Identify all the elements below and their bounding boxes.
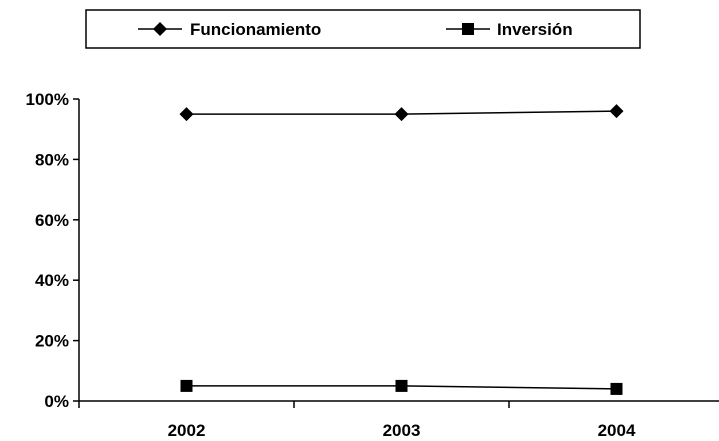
legend-marker-square	[462, 23, 474, 35]
data-point-square	[610, 382, 623, 395]
data-point-diamond	[179, 107, 194, 122]
legend-label: Inversión	[497, 20, 573, 39]
series-square	[180, 379, 623, 395]
legend-marker-diamond	[153, 22, 167, 36]
y-tick-label: 60%	[35, 211, 69, 230]
series-layer	[179, 104, 624, 395]
y-tick-label: 100%	[26, 90, 69, 109]
y-tick-label: 40%	[35, 271, 69, 290]
y-tick-label: 20%	[35, 332, 69, 351]
data-point-diamond	[394, 107, 409, 122]
x-tick-label: 2003	[383, 421, 421, 440]
legend: Funcionamiento Inversión	[85, 9, 641, 49]
series-diamond	[179, 104, 624, 122]
legend-item: Funcionamiento	[138, 20, 321, 39]
y-tick-label: 0%	[44, 392, 69, 411]
data-point-square	[395, 379, 408, 392]
data-point-square	[180, 379, 193, 392]
x-tick-label: 2004	[598, 421, 636, 440]
x-tick-label: 2002	[168, 421, 206, 440]
y-tick-label: 80%	[35, 150, 69, 169]
legend-item: Inversión	[446, 20, 573, 39]
data-point-diamond	[609, 104, 624, 119]
legend-label: Funcionamiento	[190, 20, 321, 39]
axes: 0% 20% 40% 60% 80% 100% 2002 2003 2004	[26, 90, 719, 440]
